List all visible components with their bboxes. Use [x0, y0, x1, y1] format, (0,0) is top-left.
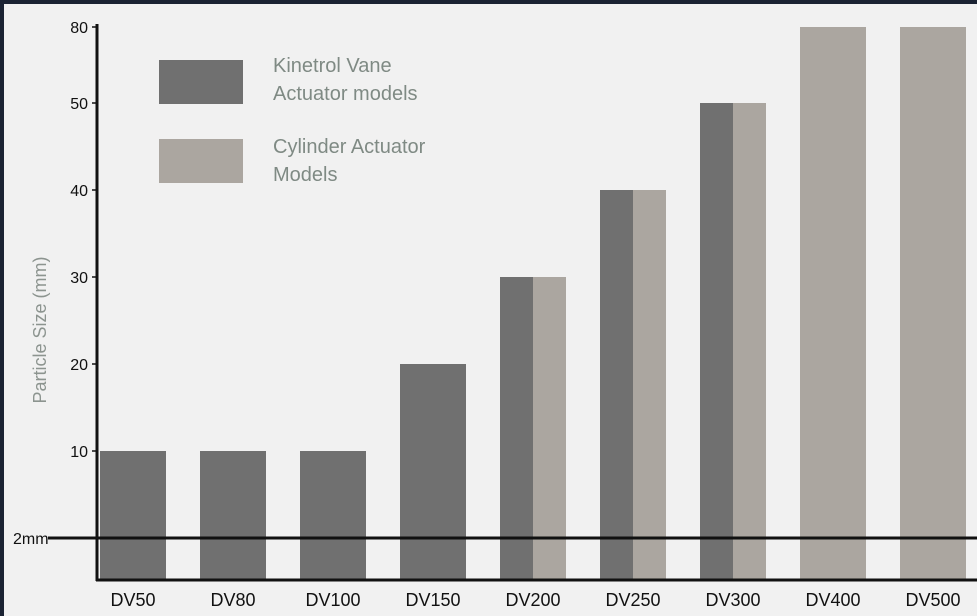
x-tick-label-dv200: DV200	[505, 590, 560, 610]
legend-label-1-line-1: Kinetrol Vane	[273, 55, 392, 77]
y-tick-label-30: 30	[70, 270, 88, 287]
y-ticks-layer: 2mm 10 20 30 40 50 80	[13, 20, 97, 548]
bars-layer	[100, 27, 966, 580]
bar-dv250-series-1	[600, 190, 633, 580]
y-tick-label-80: 80	[70, 20, 88, 37]
legend-label-2-line-2: Models	[273, 164, 337, 186]
bar-dv500-series-2	[900, 27, 966, 580]
x-tick-label-dv400: DV400	[805, 590, 860, 610]
bar-dv300-series-2	[733, 103, 766, 580]
x-tick-label-dv100: DV100	[305, 590, 360, 610]
legend-label-2-line-1: Cylinder Actuator	[273, 136, 426, 158]
bar-dv250-series-2	[633, 190, 666, 580]
y-tick-label-2mm: 2mm	[13, 531, 49, 548]
bar-dv150-series-1	[400, 364, 466, 580]
bar-dv200-series-2	[533, 277, 566, 580]
axes-layer	[95, 24, 977, 582]
x-tick-label-dv300: DV300	[705, 590, 760, 610]
bar-dv400-series-2	[800, 27, 866, 580]
y-tick-label-20: 20	[70, 357, 88, 374]
bar-dv50-series-1	[100, 451, 166, 580]
x-tick-label-dv250: DV250	[605, 590, 660, 610]
bar-dv80-series-1	[200, 451, 266, 580]
y-axis-label: Particle Size (mm)	[30, 256, 50, 403]
x-tick-label-dv80: DV80	[210, 590, 255, 610]
x-tick-label-dv50: DV50	[110, 590, 155, 610]
bar-dv300-series-1	[700, 103, 733, 580]
legend-swatch-1	[159, 60, 243, 104]
bar-dv200-series-1	[500, 277, 533, 580]
x-tick-label-dv500: DV500	[905, 590, 960, 610]
legend: Kinetrol Vane Actuator models Cylinder Act…	[159, 55, 426, 186]
y-tick-label-40: 40	[70, 183, 88, 200]
legend-label-1-line-2: Actuator models	[273, 83, 418, 105]
x-ticks-layer: DV50 DV80 DV100 DV150 DV200 DV250 DV300 DV400 DV…	[110, 590, 960, 610]
y-tick-label-10: 10	[70, 444, 88, 461]
x-tick-label-dv150: DV150	[405, 590, 460, 610]
legend-swatch-2	[159, 139, 243, 183]
bar-dv100-series-1	[300, 451, 366, 580]
chart-panel: 2mm 10 20 30 40 50 80 DV50 DV80 DV100 DV150 DV200 D…	[4, 4, 977, 616]
y-tick-label-50: 50	[70, 96, 88, 113]
